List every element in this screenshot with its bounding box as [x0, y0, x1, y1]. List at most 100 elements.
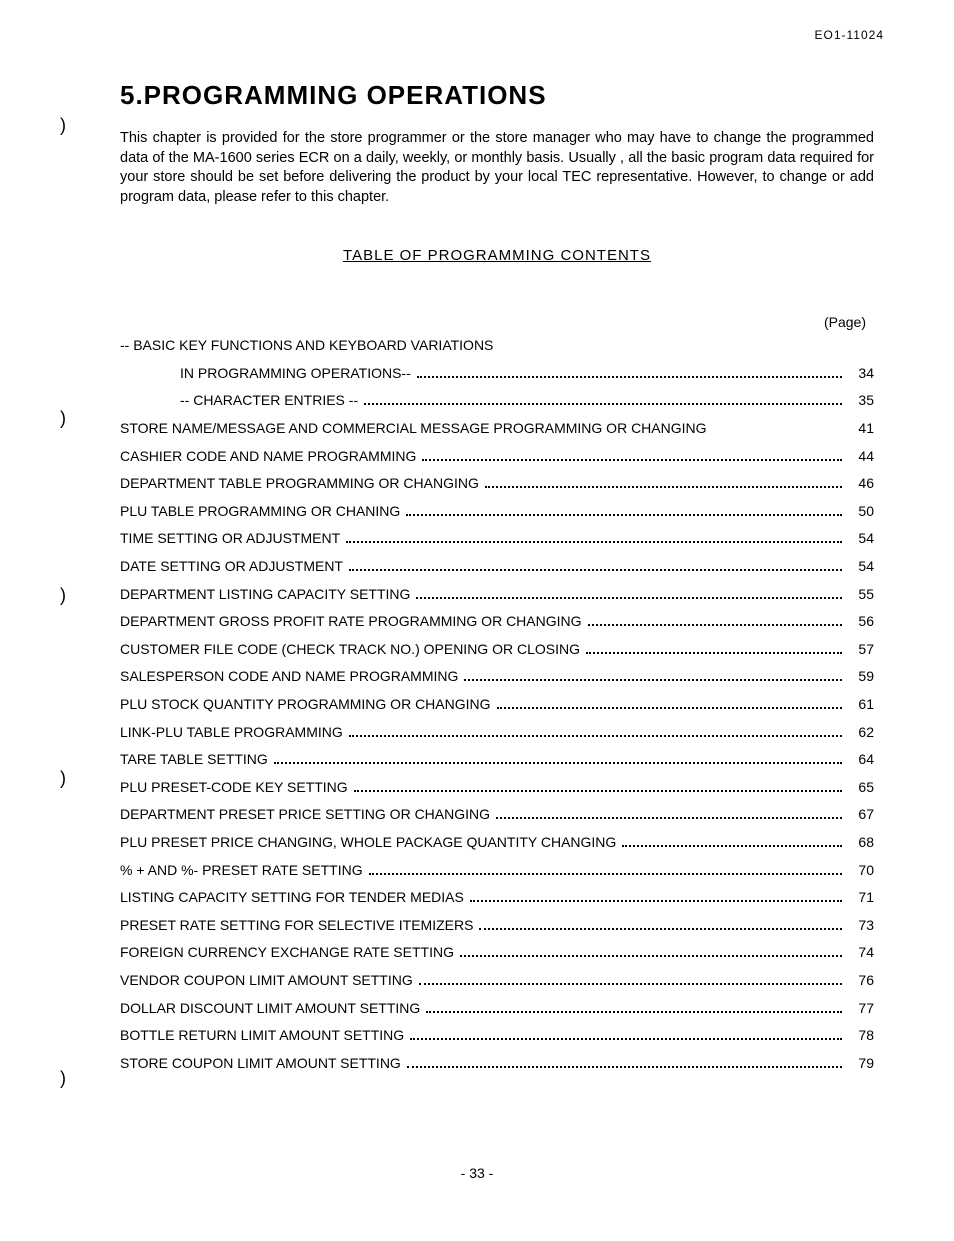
toc-entry-label: VENDOR COUPON LIMIT AMOUNT SETTING	[120, 971, 413, 991]
leader-dots	[586, 652, 842, 654]
toc-entry-label: PLU TABLE PROGRAMMING OR CHANING	[120, 502, 400, 522]
chapter-title: 5.PROGRAMMING OPERATIONS	[120, 80, 874, 111]
toc-row: FOREIGN CURRENCY EXCHANGE RATE SETTING 74	[120, 943, 874, 963]
toc-row: LISTING CAPACITY SETTING FOR TENDER MEDI…	[120, 888, 874, 908]
toc-entry-label: PLU STOCK QUANTITY PROGRAMMING OR CHANGI…	[120, 695, 491, 715]
leader-dots	[354, 790, 842, 792]
toc-row: STORE COUPON LIMIT AMOUNT SETTING 79	[120, 1054, 874, 1074]
toc-entry-label: DEPARTMENT GROSS PROFIT RATE PROGRAMMING…	[120, 612, 582, 632]
toc-heading: TABLE OF PROGRAMMING CONTENTS	[120, 247, 874, 264]
toc-entry-page: 73	[848, 916, 874, 936]
leader-dots	[426, 1011, 842, 1013]
toc-row: DEPARTMENT LISTING CAPACITY SETTING55	[120, 585, 874, 605]
toc-entry-label: PRESET RATE SETTING FOR SELECTIVE ITEMIZ…	[120, 916, 473, 936]
scan-artifact: )	[60, 768, 66, 789]
toc-entry-label: FOREIGN CURRENCY EXCHANGE RATE SETTING	[120, 943, 454, 963]
toc-row: PLU PRESET PRICE CHANGING, WHOLE PACKAGE…	[120, 833, 874, 853]
toc-row: BOTTLE RETURN LIMIT AMOUNT SETTING78	[120, 1026, 874, 1046]
toc-entry-page: 61	[848, 695, 874, 715]
toc-entry-label: DEPARTMENT TABLE PROGRAMMING OR CHANGING	[120, 474, 479, 494]
toc-row: LINK-PLU TABLE PROGRAMMING 62	[120, 723, 874, 743]
toc-row: CASHIER CODE AND NAME PROGRAMMING44	[120, 447, 874, 467]
leader-dots	[349, 569, 842, 571]
toc-row: SALESPERSON CODE AND NAME PROGRAMMING 59	[120, 667, 874, 687]
toc-entry-label: -- CHARACTER ENTRIES --	[120, 391, 358, 411]
toc-entry-label: DOLLAR DISCOUNT LIMIT AMOUNT SETTING	[120, 999, 420, 1019]
toc-row: -- BASIC KEY FUNCTIONS AND KEYBOARD VARI…	[120, 336, 874, 356]
toc-row: DEPARTMENT PRESET PRICE SETTING OR CHANG…	[120, 805, 874, 825]
leader-dots	[364, 403, 842, 405]
toc-row: % + AND %- PRESET RATE SETTING70	[120, 861, 874, 881]
toc-entry-page: 62	[848, 723, 874, 743]
toc-row: PLU TABLE PROGRAMMING OR CHANING 50	[120, 502, 874, 522]
intro-paragraph: This chapter is provided for the store p…	[120, 129, 874, 207]
leader-dots	[464, 679, 842, 681]
toc-entry-page: 35	[848, 391, 874, 411]
toc-row: STORE NAME/MESSAGE AND COMMERCIAL MESSAG…	[120, 419, 874, 439]
toc-entry-page: 59	[848, 667, 874, 687]
toc-entry-label: % + AND %- PRESET RATE SETTING	[120, 861, 363, 881]
toc-entry-label: DEPARTMENT PRESET PRICE SETTING OR CHANG…	[120, 805, 490, 825]
leader-dots	[485, 486, 842, 488]
leader-dots	[274, 762, 842, 764]
toc-row: VENDOR COUPON LIMIT AMOUNT SETTING76	[120, 971, 874, 991]
toc-entry-page: 74	[848, 943, 874, 963]
leader-dots	[588, 624, 842, 626]
leader-dots	[416, 597, 842, 599]
leader-dots	[407, 1066, 842, 1068]
toc-row: PRESET RATE SETTING FOR SELECTIVE ITEMIZ…	[120, 916, 874, 936]
toc-row: CUSTOMER FILE CODE (CHECK TRACK NO.) OPE…	[120, 640, 874, 660]
document-id: EO1-11024	[815, 28, 885, 42]
leader-dots	[346, 541, 842, 543]
toc-entry-page: 57	[848, 640, 874, 660]
page: EO1-11024 5.PROGRAMMING OPERATIONS This …	[0, 0, 954, 1241]
toc-entry-page: 50	[848, 502, 874, 522]
toc-row: DOLLAR DISCOUNT LIMIT AMOUNT SETTING77	[120, 999, 874, 1019]
leader-dots	[460, 955, 842, 957]
scan-artifact: )	[60, 1068, 66, 1089]
toc-entry-label: TIME SETTING OR ADJUSTMENT	[120, 529, 340, 549]
page-number-footer: - 33 -	[0, 1165, 954, 1181]
toc-entry-label: PLU PRESET-CODE KEY SETTING	[120, 778, 348, 798]
toc-entry-page: 54	[848, 529, 874, 549]
toc-entry-page: 65	[848, 778, 874, 798]
toc-row: DATE SETTING OR ADJUSTMENT54	[120, 557, 874, 577]
leader-dots	[479, 928, 842, 930]
toc-entry-page: 34	[848, 364, 874, 384]
toc-entry-page: 46	[848, 474, 874, 494]
toc-entry-label: -- BASIC KEY FUNCTIONS AND KEYBOARD VARI…	[120, 336, 493, 356]
toc-entry-page: 55	[848, 585, 874, 605]
toc-row: IN PROGRAMMING OPERATIONS-- 34	[120, 364, 874, 384]
leader-dots	[369, 873, 842, 875]
leader-dots	[349, 735, 842, 737]
leader-dots	[410, 1038, 842, 1040]
toc-entry-label: CASHIER CODE AND NAME PROGRAMMING	[120, 447, 416, 467]
toc-entry-page: 79	[848, 1054, 874, 1074]
leader-dots	[417, 376, 842, 378]
toc-entry-label: TARE TABLE SETTING	[120, 750, 268, 770]
toc-entry-page: 56	[848, 612, 874, 632]
toc-entry-label: PLU PRESET PRICE CHANGING, WHOLE PACKAGE…	[120, 833, 616, 853]
toc-entry-label: CUSTOMER FILE CODE (CHECK TRACK NO.) OPE…	[120, 640, 580, 660]
toc-entry-label: STORE COUPON LIMIT AMOUNT SETTING	[120, 1054, 401, 1074]
toc-row: -- CHARACTER ENTRIES -- 35	[120, 391, 874, 411]
toc-entry-label: SALESPERSON CODE AND NAME PROGRAMMING	[120, 667, 458, 687]
leader-dots	[496, 817, 842, 819]
toc-row: TIME SETTING OR ADJUSTMENT 54	[120, 529, 874, 549]
page-column-label: (Page)	[120, 314, 874, 330]
toc-entry-label: DATE SETTING OR ADJUSTMENT	[120, 557, 343, 577]
toc-row: DEPARTMENT TABLE PROGRAMMING OR CHANGING…	[120, 474, 874, 494]
leader-dots	[406, 514, 842, 516]
toc-row: TARE TABLE SETTING64	[120, 750, 874, 770]
leader-dots	[497, 707, 842, 709]
leader-dots	[422, 459, 842, 461]
leader-dots	[622, 845, 842, 847]
toc-entry-label: IN PROGRAMMING OPERATIONS--	[120, 364, 411, 384]
toc-row: PLU STOCK QUANTITY PROGRAMMING OR CHANGI…	[120, 695, 874, 715]
toc-entry-label: LINK-PLU TABLE PROGRAMMING	[120, 723, 343, 743]
toc-entry-page: 67	[848, 805, 874, 825]
toc-entry-page: 71	[848, 888, 874, 908]
toc-row: DEPARTMENT GROSS PROFIT RATE PROGRAMMING…	[120, 612, 874, 632]
toc-row: PLU PRESET-CODE KEY SETTING 65	[120, 778, 874, 798]
scan-artifact: )	[60, 585, 66, 606]
